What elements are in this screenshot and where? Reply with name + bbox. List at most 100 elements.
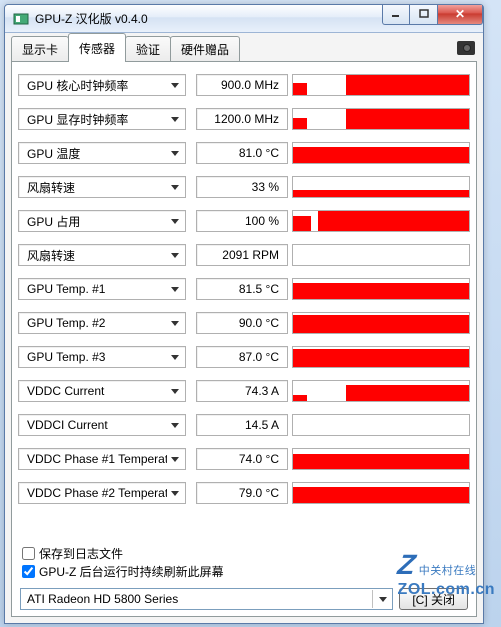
sensor-label-dropdown[interactable]: GPU Temp. #1 — [18, 278, 186, 300]
sensor-graph — [292, 448, 470, 470]
app-icon — [13, 11, 29, 27]
tab-3[interactable]: 硬件赠品 — [170, 36, 240, 61]
chevron-down-icon — [171, 83, 179, 88]
sensor-graph — [292, 414, 470, 436]
sensor-graph — [292, 142, 470, 164]
refresh-bg-checkbox-row[interactable]: GPU-Z 后台运行时持续刷新此屏幕 — [22, 562, 468, 580]
chevron-down-icon — [379, 597, 387, 602]
client-area: 显示卡传感器验证硬件赠品 GPU 核心时钟频率 900.0 MHz GPU 显存时钟… — [5, 33, 483, 623]
sensor-label-dropdown[interactable]: VDDC Phase #1 Temperat — [18, 448, 186, 470]
sensor-value: 100 % — [196, 210, 288, 232]
sensor-label-dropdown[interactable]: GPU 温度 — [18, 142, 186, 164]
sensor-row: VDDC Phase #1 Temperat 74.0 °C — [16, 444, 472, 474]
screenshot-icon[interactable] — [457, 41, 475, 55]
sensor-label-text: GPU Temp. #1 — [27, 282, 167, 296]
maximize-button[interactable] — [410, 5, 438, 25]
sensor-label-text: 风扇转速 — [27, 247, 167, 264]
sensor-row: GPU 显存时钟频率 1200.0 MHz — [16, 104, 472, 134]
sensor-label-text: GPU 占用 — [27, 213, 167, 230]
sensor-label-dropdown[interactable]: VDDC Current — [18, 380, 186, 402]
sensor-graph — [292, 312, 470, 334]
tab-1[interactable]: 传感器 — [68, 33, 126, 62]
footer-options: 保存到日志文件 GPU-Z 后台运行时持续刷新此屏幕 — [16, 542, 472, 586]
chevron-down-icon — [171, 117, 179, 122]
sensor-label-dropdown[interactable]: GPU Temp. #3 — [18, 346, 186, 368]
chevron-down-icon — [171, 185, 179, 190]
sensor-label-dropdown[interactable]: GPU 占用 — [18, 210, 186, 232]
chevron-down-icon — [171, 423, 179, 428]
window-title: GPU-Z 汉化版 v0.4.0 — [35, 10, 382, 27]
sensor-value: 900.0 MHz — [196, 74, 288, 96]
sensor-value: 2091 RPM — [196, 244, 288, 266]
chevron-down-icon — [171, 287, 179, 292]
sensor-value: 90.0 °C — [196, 312, 288, 334]
sensor-row: 风扇转速 33 % — [16, 172, 472, 202]
refresh-bg-checkbox[interactable] — [22, 565, 35, 578]
device-select[interactable]: ATI Radeon HD 5800 Series — [20, 588, 393, 610]
sensor-label-text: GPU 核心时钟频率 — [27, 77, 167, 94]
sensor-graph — [292, 244, 470, 266]
sensor-row: VDDCI Current 14.5 A — [16, 410, 472, 440]
app-window: GPU-Z 汉化版 v0.4.0 ✕ 显示卡传感器验证硬件赠品 GPU 核心时钟… — [4, 4, 484, 624]
sensor-label-dropdown[interactable]: 风扇转速 — [18, 244, 186, 266]
sensor-label-text: GPU 温度 — [27, 145, 167, 162]
sensor-label-text: VDDCI Current — [27, 418, 167, 432]
chevron-down-icon — [171, 457, 179, 462]
sensor-graph — [292, 176, 470, 198]
chevron-down-icon — [171, 219, 179, 224]
sensor-label-text: VDDC Phase #1 Temperat — [27, 452, 167, 466]
tab-strip: 显示卡传感器验证硬件赠品 — [11, 37, 477, 61]
sensor-value: 1200.0 MHz — [196, 108, 288, 130]
sensor-label-dropdown[interactable]: 风扇转速 — [18, 176, 186, 198]
sensors-panel: GPU 核心时钟频率900.0 MHzGPU 显存时钟频率1200.0 MHzG… — [11, 61, 477, 617]
sensor-row: VDDC Phase #2 Temperat 79.0 °C — [16, 478, 472, 508]
sensor-label-text: VDDC Phase #2 Temperat — [27, 486, 167, 500]
sensor-value: 74.0 °C — [196, 448, 288, 470]
device-select-text: ATI Radeon HD 5800 Series — [27, 592, 178, 606]
sensor-row: 风扇转速 2091 RPM — [16, 240, 472, 270]
save-log-checkbox[interactable] — [22, 547, 35, 560]
sensor-label-dropdown[interactable]: VDDC Phase #2 Temperat — [18, 482, 186, 504]
sensor-value: 87.0 °C — [196, 346, 288, 368]
sensor-label-text: GPU Temp. #2 — [27, 316, 167, 330]
sensor-graph — [292, 346, 470, 368]
sensor-rows: GPU 核心时钟频率900.0 MHzGPU 显存时钟频率1200.0 MHzG… — [16, 70, 472, 542]
panel-close-button[interactable]: [C] 关闭 — [399, 588, 468, 610]
tab-0[interactable]: 显示卡 — [11, 36, 69, 61]
sensor-value: 33 % — [196, 176, 288, 198]
sensor-graph — [292, 482, 470, 504]
chevron-down-icon — [171, 321, 179, 326]
sensor-row: GPU Temp. #3 87.0 °C — [16, 342, 472, 372]
sensor-graph — [292, 210, 470, 232]
bottom-row: ATI Radeon HD 5800 Series [C] 关闭 — [16, 586, 472, 612]
sensor-graph — [292, 380, 470, 402]
save-log-label: 保存到日志文件 — [39, 545, 123, 562]
sensor-label-dropdown[interactable]: GPU 显存时钟频率 — [18, 108, 186, 130]
sensor-row: GPU 温度 81.0 °C — [16, 138, 472, 168]
chevron-down-icon — [171, 355, 179, 360]
sensor-label-dropdown[interactable]: GPU Temp. #2 — [18, 312, 186, 334]
sensor-value: 14.5 A — [196, 414, 288, 436]
sensor-row: GPU 核心时钟频率 900.0 MHz — [16, 70, 472, 100]
sensor-label-text: GPU 显存时钟频率 — [27, 111, 167, 128]
sensor-label-dropdown[interactable]: VDDCI Current — [18, 414, 186, 436]
minimize-button[interactable] — [382, 5, 410, 25]
refresh-bg-label: GPU-Z 后台运行时持续刷新此屏幕 — [39, 563, 224, 580]
chevron-down-icon — [171, 253, 179, 258]
sensor-row: GPU Temp. #1 81.5 °C — [16, 274, 472, 304]
sensor-label-text: GPU Temp. #3 — [27, 350, 167, 364]
sensor-label-text: 风扇转速 — [27, 179, 167, 196]
tab-2[interactable]: 验证 — [125, 36, 171, 61]
sensor-value: 81.5 °C — [196, 278, 288, 300]
sensor-value: 81.0 °C — [196, 142, 288, 164]
chevron-down-icon — [171, 151, 179, 156]
save-log-checkbox-row[interactable]: 保存到日志文件 — [22, 544, 468, 562]
panel-close-label: [C] 关闭 — [412, 591, 455, 608]
titlebar[interactable]: GPU-Z 汉化版 v0.4.0 ✕ — [5, 5, 483, 33]
close-button[interactable]: ✕ — [438, 5, 483, 25]
chevron-down-icon — [171, 389, 179, 394]
sensor-row: GPU 占用 100 % — [16, 206, 472, 236]
sensor-value: 79.0 °C — [196, 482, 288, 504]
sensor-label-dropdown[interactable]: GPU 核心时钟频率 — [18, 74, 186, 96]
sensor-row: VDDC Current74.3 A — [16, 376, 472, 406]
